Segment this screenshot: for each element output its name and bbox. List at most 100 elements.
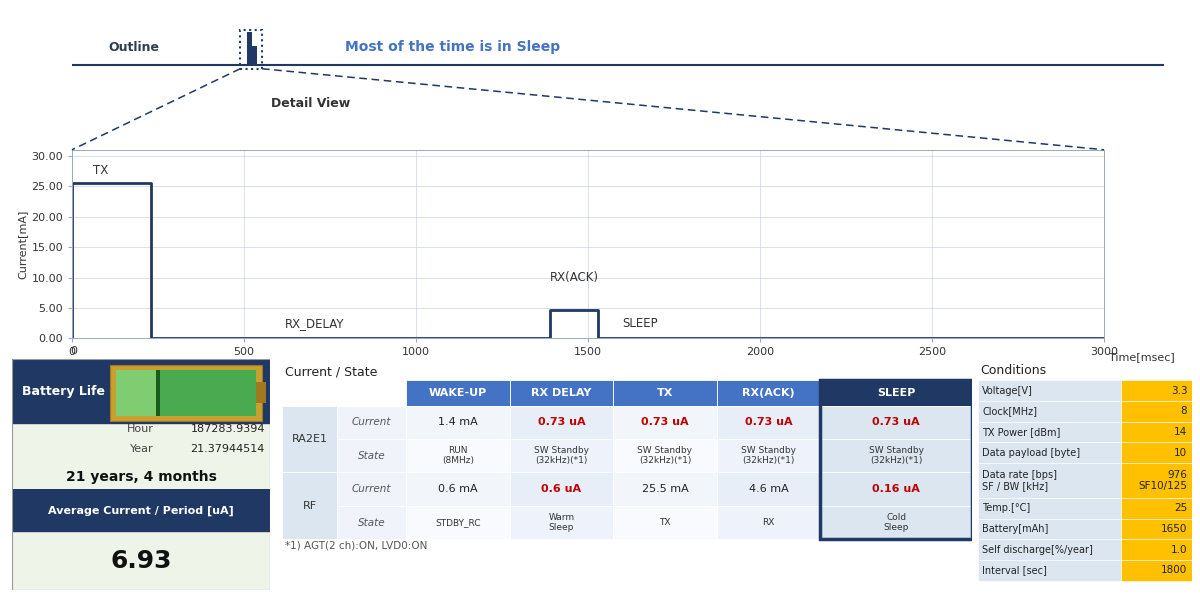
Text: Data rate [bps]
SF / BW [kHz]: Data rate [bps] SF / BW [kHz] xyxy=(983,470,1057,491)
Bar xyxy=(716,473,821,506)
Bar xyxy=(510,506,613,539)
Text: 0.6 mA: 0.6 mA xyxy=(438,484,478,494)
Text: TX Power [dBm]: TX Power [dBm] xyxy=(983,427,1061,437)
Bar xyxy=(337,506,406,539)
Bar xyxy=(978,539,1121,560)
Bar xyxy=(1121,560,1192,581)
Bar xyxy=(978,443,1121,463)
Text: 1800: 1800 xyxy=(1162,565,1187,576)
Bar xyxy=(406,473,510,506)
Text: Temp.[°C]: Temp.[°C] xyxy=(983,503,1031,513)
Bar xyxy=(510,473,613,506)
Text: RA2E1: RA2E1 xyxy=(292,434,328,444)
Bar xyxy=(510,406,613,439)
Text: 25.5 mA: 25.5 mA xyxy=(642,484,689,494)
Bar xyxy=(510,380,613,406)
Text: RX_DELAY: RX_DELAY xyxy=(286,317,344,331)
Bar xyxy=(1121,401,1192,422)
Text: 0: 0 xyxy=(70,346,77,356)
Bar xyxy=(12,489,270,533)
Text: 1.4 mA: 1.4 mA xyxy=(438,418,478,427)
Bar xyxy=(978,519,1121,539)
Text: Current / State: Current / State xyxy=(286,365,378,378)
Text: 0.73 uA: 0.73 uA xyxy=(538,418,586,427)
Bar xyxy=(978,463,1121,498)
Bar xyxy=(406,380,510,406)
Text: Time[msec]: Time[msec] xyxy=(1109,352,1175,362)
Text: SLEEP: SLEEP xyxy=(623,317,658,331)
Y-axis label: Current[mA]: Current[mA] xyxy=(17,210,28,279)
Bar xyxy=(337,439,406,473)
Text: Most of the time is in Sleep: Most of the time is in Sleep xyxy=(346,40,560,54)
Text: SW Standby
(32kHz)(*1): SW Standby (32kHz)(*1) xyxy=(740,446,796,465)
Text: 14: 14 xyxy=(1174,427,1187,437)
Bar xyxy=(12,533,270,590)
Text: TX: TX xyxy=(656,388,673,398)
Text: STDBY_RC: STDBY_RC xyxy=(436,518,481,527)
Text: TX: TX xyxy=(92,164,108,177)
Text: 1650: 1650 xyxy=(1160,524,1187,534)
Bar xyxy=(716,506,821,539)
Text: 976
SF10/125: 976 SF10/125 xyxy=(1139,470,1187,491)
Text: WAKE-UP: WAKE-UP xyxy=(428,388,487,398)
Text: SW Standby
(32kHz)(*1): SW Standby (32kHz)(*1) xyxy=(534,446,589,465)
Text: SW Standby
(32kHz)(*1): SW Standby (32kHz)(*1) xyxy=(869,446,924,465)
Text: Current: Current xyxy=(352,484,391,494)
Bar xyxy=(110,365,263,420)
Bar xyxy=(1121,422,1192,443)
Bar xyxy=(252,46,257,65)
Text: 21.37944514: 21.37944514 xyxy=(191,444,265,454)
Bar xyxy=(821,380,972,539)
Bar xyxy=(821,406,972,439)
Text: Self discharge[%/year]: Self discharge[%/year] xyxy=(983,544,1093,555)
Text: SLEEP: SLEEP xyxy=(877,388,916,398)
Bar xyxy=(821,473,972,506)
Text: Battery[mAh]: Battery[mAh] xyxy=(983,524,1049,534)
Text: Clock[MHz]: Clock[MHz] xyxy=(983,406,1037,416)
Bar xyxy=(1121,498,1192,519)
Bar xyxy=(1121,539,1192,560)
Bar xyxy=(282,380,337,406)
Text: 187283.9394: 187283.9394 xyxy=(191,423,265,434)
Bar xyxy=(978,498,1121,519)
Text: 21 years, 4 months: 21 years, 4 months xyxy=(66,470,216,484)
Bar xyxy=(510,439,613,473)
Text: Year: Year xyxy=(131,444,154,454)
Text: Current: Current xyxy=(352,418,391,427)
Bar xyxy=(1121,519,1192,539)
Text: RX DELAY: RX DELAY xyxy=(532,388,592,398)
Bar xyxy=(613,380,716,406)
Text: Warm
Sleep: Warm Sleep xyxy=(548,513,575,533)
Bar xyxy=(716,380,821,406)
Bar xyxy=(978,401,1121,422)
Text: Voltage[V]: Voltage[V] xyxy=(983,386,1033,395)
Bar xyxy=(613,506,716,539)
Bar xyxy=(247,32,252,65)
Text: State: State xyxy=(358,518,385,528)
Text: Battery Life: Battery Life xyxy=(23,385,106,398)
Bar xyxy=(821,506,972,539)
Text: *1) AGT(2 ch):ON, LVD0:ON: *1) AGT(2 ch):ON, LVD0:ON xyxy=(286,540,428,550)
Text: 0.73 uA: 0.73 uA xyxy=(745,418,792,427)
Text: 0.73 uA: 0.73 uA xyxy=(641,418,689,427)
Text: Detail View: Detail View xyxy=(271,97,350,110)
Bar xyxy=(716,406,821,439)
Bar xyxy=(716,439,821,473)
Bar xyxy=(613,406,716,439)
Text: WAKE-UP
CCA(RX): WAKE-UP CCA(RX) xyxy=(79,361,124,383)
Text: 10: 10 xyxy=(1175,448,1187,458)
Bar xyxy=(1121,463,1192,498)
Text: 25: 25 xyxy=(1174,503,1187,513)
Text: Conditions: Conditions xyxy=(980,364,1046,377)
Text: Interval [sec]: Interval [sec] xyxy=(983,565,1048,576)
Bar xyxy=(116,370,157,416)
Bar xyxy=(613,439,716,473)
Bar xyxy=(1121,443,1192,463)
Text: Average Current / Period [uA]: Average Current / Period [uA] xyxy=(48,506,234,516)
Bar xyxy=(282,473,337,539)
Text: 3.3: 3.3 xyxy=(1171,386,1187,395)
Text: State: State xyxy=(358,450,385,461)
Bar xyxy=(821,380,972,406)
Bar xyxy=(406,406,510,439)
Bar xyxy=(978,380,1121,401)
